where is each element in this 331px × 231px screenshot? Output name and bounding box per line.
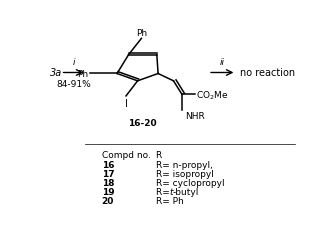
Text: i: i xyxy=(72,57,75,66)
Text: 84-91%: 84-91% xyxy=(56,80,91,89)
Text: 17: 17 xyxy=(102,169,114,178)
Text: Compd no.: Compd no. xyxy=(102,150,151,159)
Text: no reaction: no reaction xyxy=(240,68,295,78)
Text: 16: 16 xyxy=(102,160,114,169)
Text: R=: R= xyxy=(156,187,172,196)
Text: Ph: Ph xyxy=(136,29,147,38)
Text: ii: ii xyxy=(220,57,225,66)
Text: CO$_2$Me: CO$_2$Me xyxy=(196,89,228,101)
Text: R= n-propyl,: R= n-propyl, xyxy=(156,160,213,169)
Text: I: I xyxy=(124,98,127,108)
Text: R= Ph: R= Ph xyxy=(156,196,183,205)
Text: R= isopropyl: R= isopropyl xyxy=(156,169,213,178)
Text: Ph: Ph xyxy=(77,70,88,79)
Text: 20: 20 xyxy=(102,196,114,205)
Text: t: t xyxy=(170,187,173,196)
Text: 19: 19 xyxy=(102,187,114,196)
Text: -butyl: -butyl xyxy=(173,187,199,196)
Text: NHR: NHR xyxy=(185,112,205,121)
Text: 3a: 3a xyxy=(50,68,62,78)
Text: 16-20: 16-20 xyxy=(128,119,157,128)
Text: R= cyclopropyl: R= cyclopropyl xyxy=(156,178,224,187)
Text: 18: 18 xyxy=(102,178,114,187)
Text: R: R xyxy=(156,150,162,159)
